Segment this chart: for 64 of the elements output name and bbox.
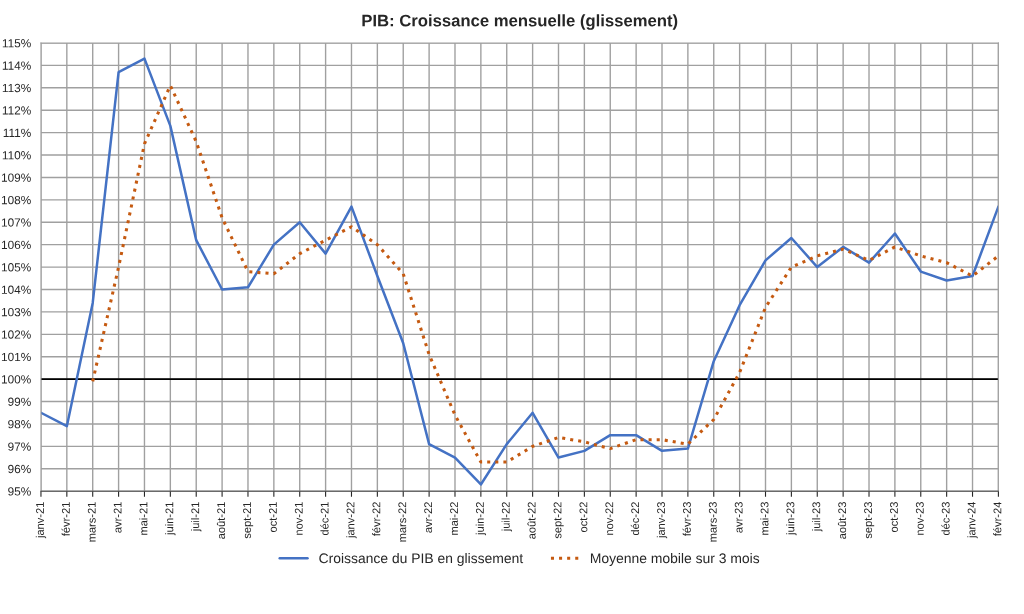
x-tick-label: déc-23 — [941, 502, 950, 536]
x-tick-label: déc-22 — [630, 502, 640, 536]
x-tick-label: juin-23 — [786, 502, 797, 536]
x-tick-label: juin-22 — [475, 502, 487, 536]
x-tick-label: sept-21 — [243, 502, 254, 539]
x-tick-label: août-23 — [837, 502, 847, 539]
legend-label: Moyenne mobile sur 3 mois — [590, 553, 760, 566]
line-series — [91, 84, 999, 464]
y-tick-label: 95% — [8, 487, 31, 496]
x-tick-label: mai-23 — [760, 502, 769, 535]
x-tick-label: août-22 — [527, 502, 536, 539]
chart-title: PIB: Croissance mensuelle (glissement) — [362, 14, 678, 30]
x-tick-label: avr-23 — [734, 502, 743, 533]
x-tick-label: févr-22 — [372, 502, 381, 537]
x-tick-label: avr-22 — [424, 502, 433, 533]
x-tick-label: janv-22 — [346, 502, 357, 539]
y-tick-label: 98% — [8, 420, 31, 429]
x-tick-label: févr-24 — [993, 501, 1002, 537]
x-tick-label: févr-21 — [61, 502, 70, 537]
x-tick-label: mai-22 — [449, 502, 458, 535]
x-tick-label: oct-23 — [890, 502, 898, 533]
y-tick-label: 96% — [8, 464, 31, 474]
x-tick-label: mars-21 — [87, 502, 96, 542]
x-tick-label: juin-21 — [165, 502, 176, 536]
x-tick-label: nov-21 — [294, 502, 303, 535]
y-tick-label: 114% — [2, 61, 31, 70]
x-tick-label: avr-21 — [113, 502, 122, 533]
y-tick-label: 107% — [1, 218, 31, 227]
y-tick-label: 101% — [1, 352, 31, 362]
x-tick-label: juil-22 — [501, 502, 512, 532]
x-tick-label: janv-23 — [656, 502, 668, 539]
x-tick-label: juil-21 — [191, 502, 202, 532]
y-tick-label: 108% — [1, 195, 31, 205]
x-tick-label: déc-21 — [320, 502, 329, 536]
x-tick-label: mars-22 — [398, 502, 407, 542]
x-tick-label: oct-22 — [579, 502, 588, 533]
y-tick-label: 110% — [2, 151, 31, 160]
x-tick-label: mars-23 — [708, 502, 717, 542]
y-tick-label: 104% — [1, 285, 31, 294]
line-series — [40, 57, 999, 486]
y-tick-label: 109% — [1, 173, 31, 182]
y-tick-label: 112% — [2, 106, 31, 115]
x-tick-label: juil-23 — [812, 502, 823, 532]
x-tick-label: mai-21 — [139, 502, 148, 535]
y-tick-label: 111% — [3, 128, 31, 137]
x-tick-label: sept-22 — [553, 502, 564, 539]
x-tick-label: janv-21 — [35, 502, 47, 539]
y-tick-label: 97% — [8, 442, 31, 451]
y-tick-label: 99% — [8, 397, 31, 406]
y-tick-label: 113% — [2, 83, 31, 93]
y-tick-label: 105% — [1, 263, 31, 272]
x-tick-label: sept-23 — [864, 502, 875, 539]
y-tick-label: 106% — [1, 240, 31, 250]
y-tick-label: 115% — [2, 39, 31, 48]
x-tick-label: nov-23 — [915, 502, 924, 535]
x-tick-label: nov-22 — [605, 502, 614, 535]
x-tick-label: août-21 — [216, 502, 226, 539]
y-tick-label: 100% — [1, 375, 31, 384]
x-tick-label: févr-23 — [682, 502, 691, 537]
x-tick-label: janv-24 — [967, 501, 978, 539]
x-tick-label: oct-21 — [268, 502, 277, 533]
y-tick-label: 103% — [1, 307, 31, 317]
y-tick-label: 102% — [1, 330, 31, 339]
legend-label: Croissance du PIB en glissement — [319, 553, 524, 566]
